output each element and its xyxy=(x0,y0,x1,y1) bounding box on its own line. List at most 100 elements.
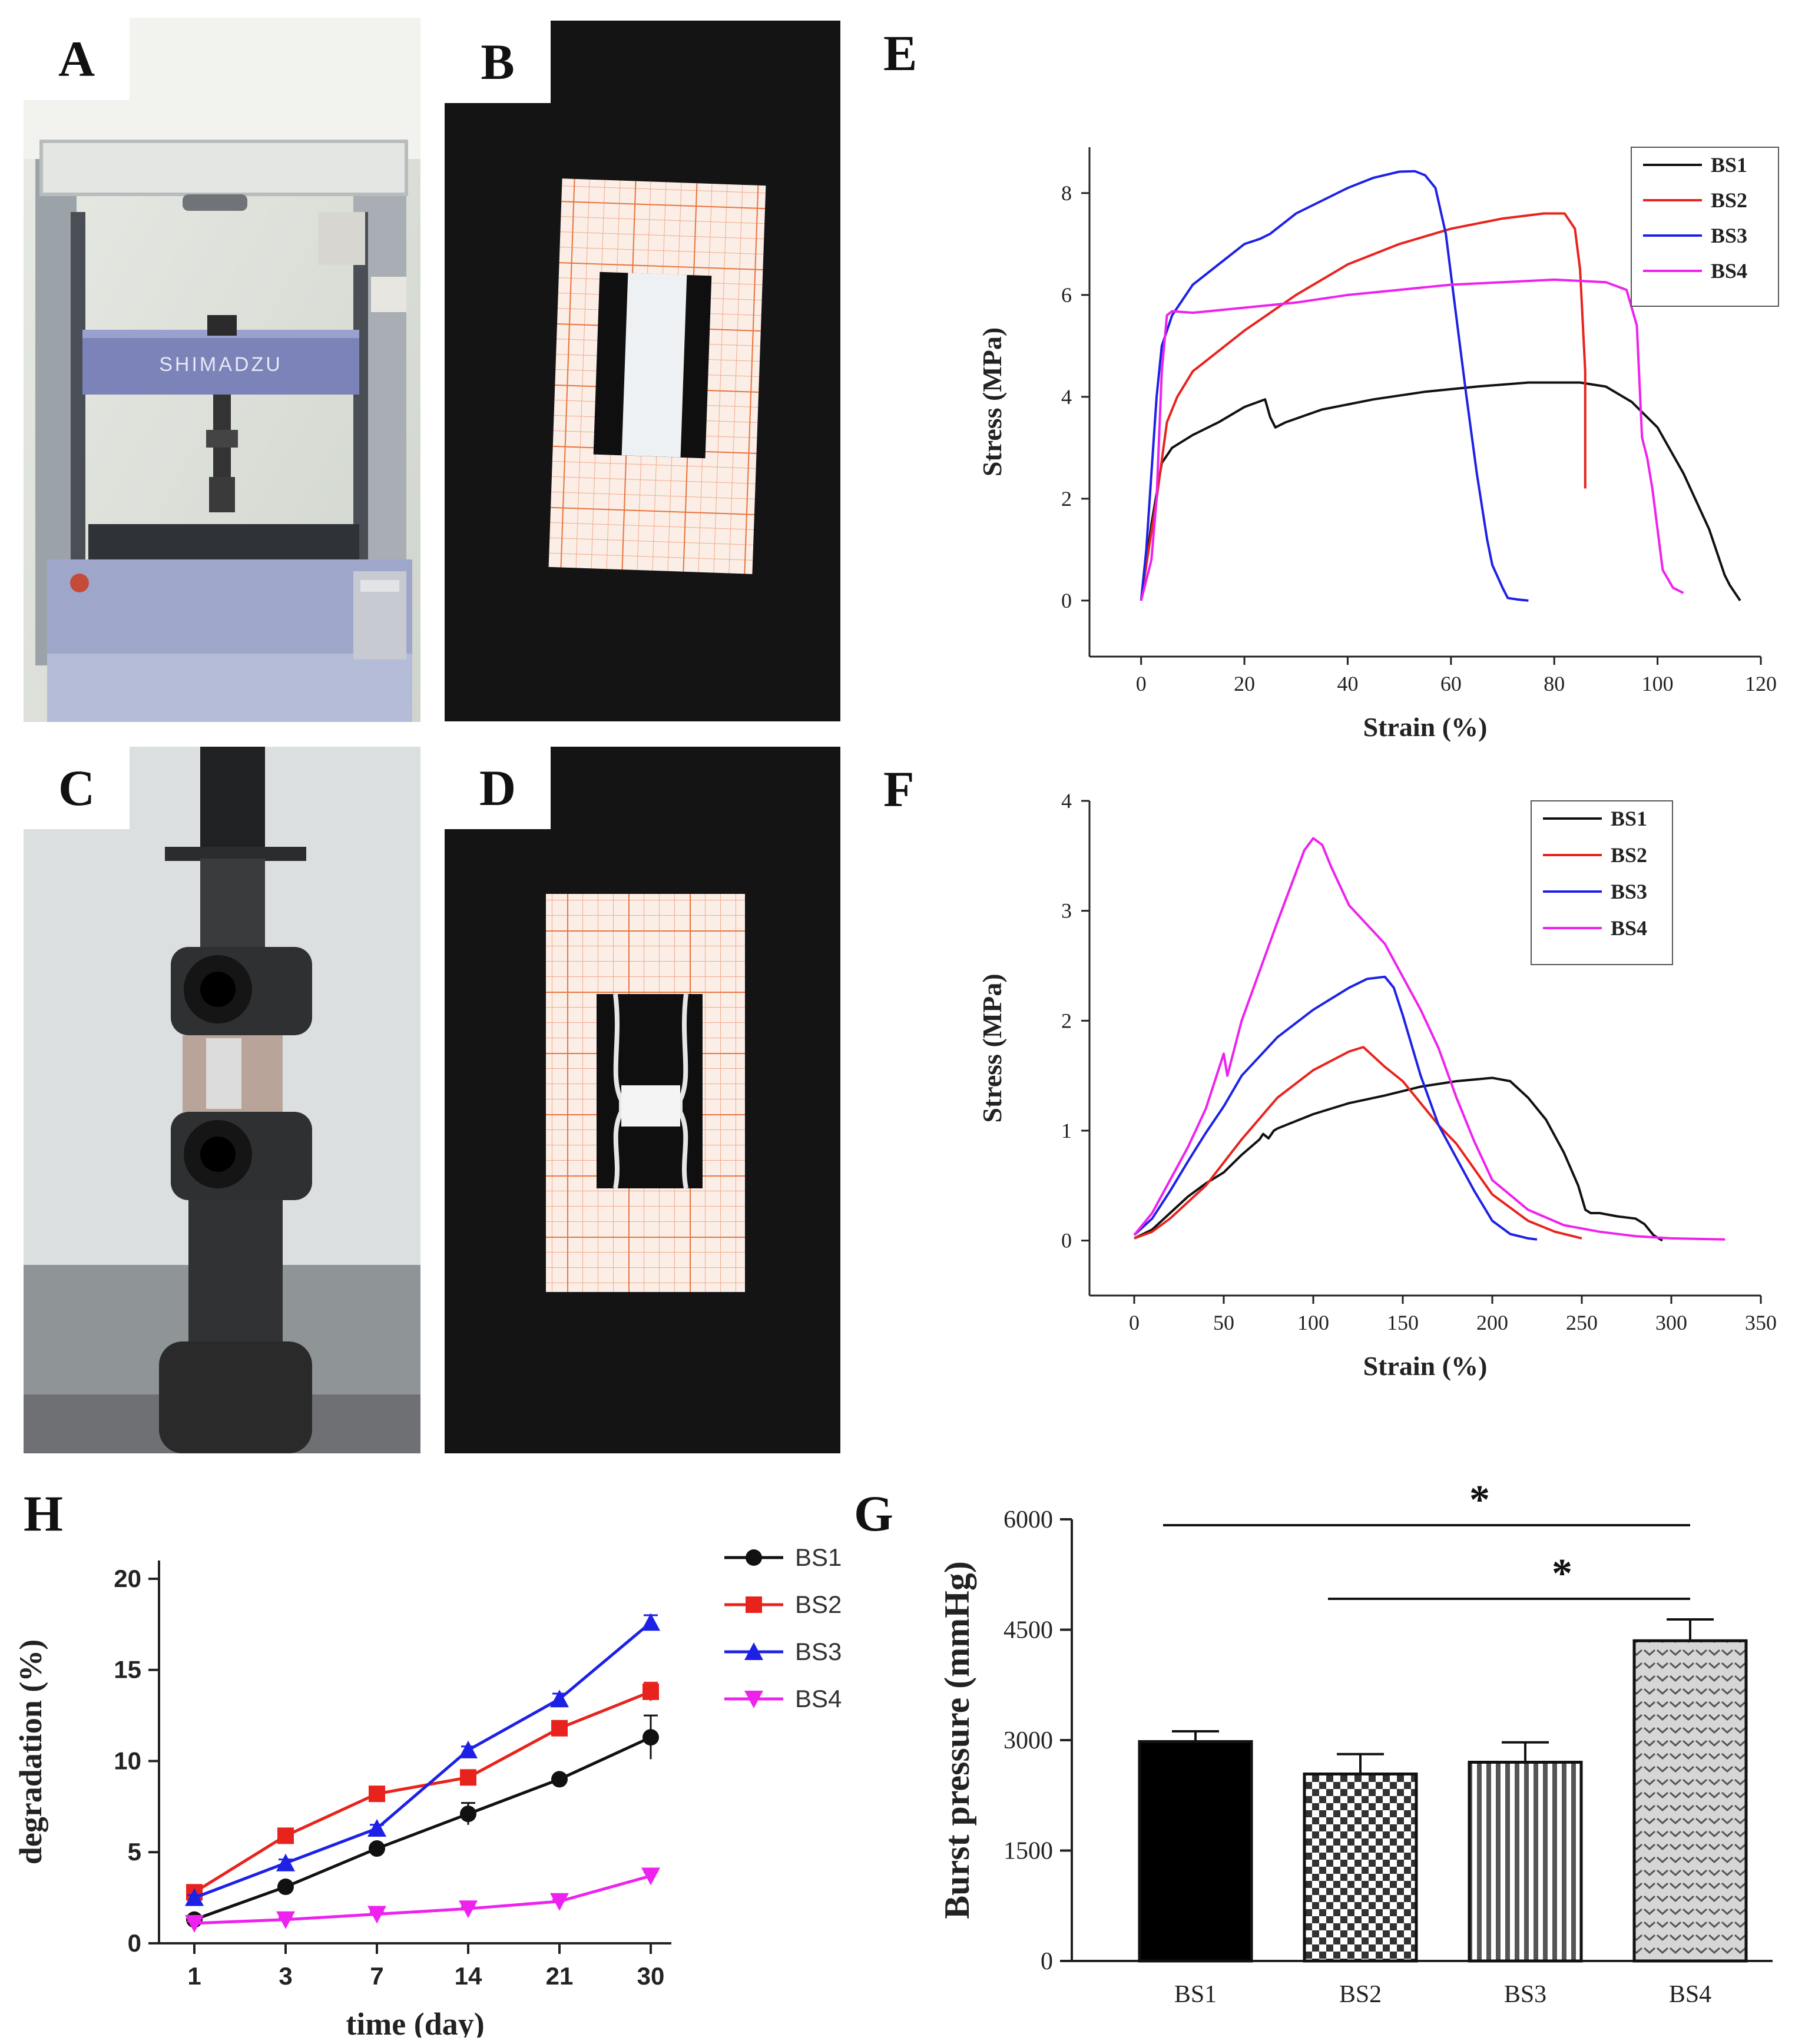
x-tick-label-bs4: BS4 xyxy=(1669,1981,1711,2008)
data-point-bs1 xyxy=(551,1771,568,1788)
data-point-bs1 xyxy=(460,1806,476,1823)
x-tick-label: 50 xyxy=(1213,1311,1234,1334)
y-tick-label: 0 xyxy=(128,1929,141,1957)
legend-label-bs3: BS3 xyxy=(1711,224,1747,247)
shimadzu-brand-text: SHIMADZU xyxy=(159,353,283,376)
x-tick-label: 100 xyxy=(1642,672,1674,695)
chart-h-degradation: 1 3 7 14 21 30 0 5 10 15 20 time (day) degradation (… xyxy=(13,1543,842,2038)
legend-label-bs1: BS1 xyxy=(1711,153,1747,177)
legend-marker-bs1 xyxy=(746,1549,762,1566)
y-tick-label: 4 xyxy=(1061,385,1072,409)
specimen-clamp-photo xyxy=(24,747,420,1453)
data-point-bs1 xyxy=(369,1840,385,1857)
data-point-bs4 xyxy=(550,1893,569,1911)
x-tick-label: 1 xyxy=(187,1962,201,1990)
y-tick-label: 8 xyxy=(1061,181,1072,205)
chart-e-stress-strain-unbroken: 0 20 40 60 80 100 120 0 2 4 6 8 Strain (%) Stress (MP… xyxy=(977,147,1779,742)
x-tick-label: 30 xyxy=(637,1962,665,1990)
y-tick-label: 5 xyxy=(128,1838,141,1866)
y-tick-label: 2 xyxy=(1061,1009,1072,1032)
series-line-bs4 xyxy=(194,1874,651,1925)
series-line-bs3 xyxy=(1140,170,1529,602)
panel-label-a: A xyxy=(24,18,130,100)
series-line-bs2 xyxy=(1140,212,1587,601)
x-tick-label: 100 xyxy=(1297,1311,1329,1334)
x-tick-label-bs2: BS2 xyxy=(1339,1981,1382,2008)
y-axis-title: Stress (MPa) xyxy=(977,973,1007,1122)
data-point-bs3 xyxy=(276,1853,295,1871)
series-line-bs1 xyxy=(1140,381,1741,602)
data-point-bs2 xyxy=(369,1785,385,1803)
legend-box xyxy=(1531,800,1673,965)
bar-bs4 xyxy=(1632,1639,1748,1963)
y-tick-label: 10 xyxy=(114,1747,141,1774)
photo-panel-a: SHIMADZU A xyxy=(24,18,420,722)
panel-label-d: D xyxy=(445,747,551,829)
x-tick-label: 14 xyxy=(455,1962,482,1990)
series-line-bs1 xyxy=(194,1735,652,1922)
chart-g-burst-pressure: 0 1500 3000 4500 6000 Burst pressure (mmHg) BS… xyxy=(938,1478,1773,2008)
y-tick-label: 0 xyxy=(1061,1229,1072,1253)
x-tick-label: 150 xyxy=(1387,1311,1419,1334)
legend-label-bs4: BS4 xyxy=(1611,916,1647,940)
x-tick-label: 20 xyxy=(1234,672,1255,695)
significance-star: * xyxy=(1552,1551,1572,1596)
data-point-bs3 xyxy=(367,1819,386,1837)
panel-label-h: H xyxy=(24,1485,63,1542)
x-tick-label: 250 xyxy=(1566,1311,1598,1334)
data-point-bs3 xyxy=(459,1740,478,1758)
y-tick-label: 3000 xyxy=(1003,1727,1053,1754)
x-tick-label-bs1: BS1 xyxy=(1174,1981,1217,2008)
y-tick-label: 6 xyxy=(1061,283,1072,307)
data-point-bs4 xyxy=(185,1914,204,1933)
data-point-bs4 xyxy=(367,1906,386,1924)
y-tick-label: 0 xyxy=(1041,1948,1053,1975)
legend-label-bs4: BS4 xyxy=(795,1685,842,1712)
panel-label-c: C xyxy=(24,747,130,829)
legend-label-bs3: BS3 xyxy=(795,1638,842,1665)
y-tick-label: 6000 xyxy=(1003,1506,1053,1533)
data-point-bs4 xyxy=(459,1900,478,1919)
y-tick-label: 3 xyxy=(1061,899,1072,923)
x-tick-label: 0 xyxy=(1129,1311,1140,1334)
panel-label-f: F xyxy=(883,761,915,817)
x-tick-label: 21 xyxy=(546,1962,574,1990)
data-point-bs2 xyxy=(277,1827,294,1844)
x-tick-label-bs3: BS3 xyxy=(1504,1981,1546,2008)
bar-bs1 xyxy=(1138,1740,1253,1963)
series-line-bs2 xyxy=(1134,1046,1582,1240)
panel-label-g: G xyxy=(854,1485,893,1542)
series-line-bs4 xyxy=(1140,278,1684,601)
data-point-bs4 xyxy=(276,1911,295,1929)
data-point-bs3 xyxy=(185,1888,204,1906)
x-axis-title: Strain (%) xyxy=(1363,1351,1488,1381)
y-tick-label: 0 xyxy=(1061,589,1072,612)
x-tick-label: 80 xyxy=(1544,672,1565,695)
x-axis-title: Strain (%) xyxy=(1363,712,1488,742)
data-point-bs2 xyxy=(460,1769,476,1786)
chart-f-stress-strain-notched: 0 50 100 150 200 250 300 350 0 1 2 3 4 Strain (%) Stre… xyxy=(977,789,1777,1381)
series-line-bs3 xyxy=(194,1621,652,1899)
data-point-bs1 xyxy=(642,1729,659,1746)
data-point-bs2 xyxy=(551,1720,568,1737)
y-tick-label: 4 xyxy=(1061,789,1072,813)
series-line-bs3 xyxy=(1133,975,1538,1241)
x-tick-label: 3 xyxy=(279,1962,292,1990)
data-point-bs3 xyxy=(550,1689,569,1708)
panel-label-e: E xyxy=(883,25,918,81)
tensile-machine-photo: SHIMADZU xyxy=(24,18,420,722)
data-point-bs2 xyxy=(642,1683,659,1700)
fractured-specimen-photo xyxy=(445,747,840,1453)
significance-star: * xyxy=(1469,1478,1490,1523)
legend-marker-bs4 xyxy=(744,1691,763,1708)
legend-label-bs1: BS1 xyxy=(1611,807,1647,830)
x-tick-label: 350 xyxy=(1745,1311,1777,1334)
y-axis-title: Stress (MPa) xyxy=(977,327,1007,476)
photo-panel-d: D xyxy=(445,747,840,1453)
x-tick-label: 7 xyxy=(370,1962,383,1990)
legend-marker-bs2 xyxy=(746,1596,762,1613)
legend-label-bs2: BS2 xyxy=(1711,188,1747,212)
x-tick-label: 120 xyxy=(1745,672,1777,695)
bar-bs2 xyxy=(1303,1773,1418,1963)
series-line-bs2 xyxy=(193,1690,651,1894)
